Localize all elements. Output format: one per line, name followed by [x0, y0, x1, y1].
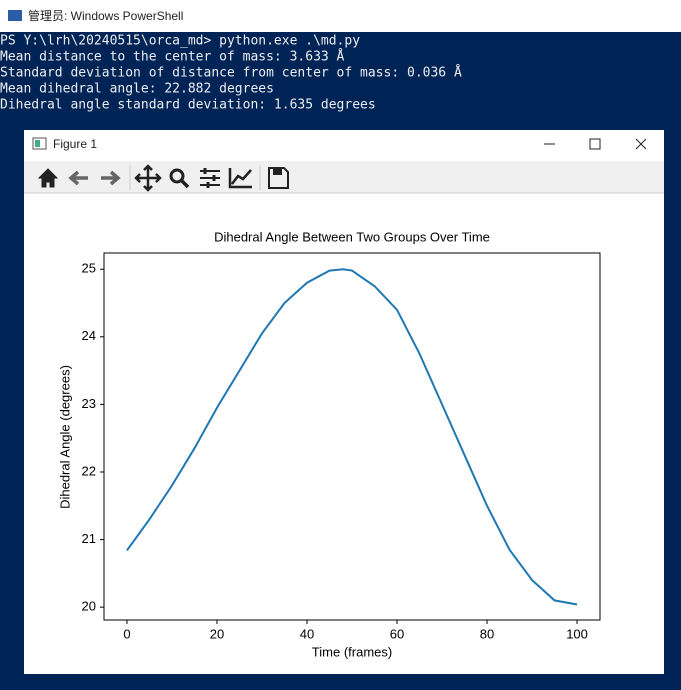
subplots-button[interactable] [200, 170, 220, 186]
figure-window [24, 130, 664, 674]
y-tick-label: 23 [82, 396, 96, 411]
toolbar [24, 161, 664, 193]
data-line [126, 268, 578, 606]
console-line: Mean dihedral angle: 22.882 degrees [0, 82, 274, 97]
powershell-icon [8, 10, 22, 21]
back-button[interactable] [68, 170, 88, 186]
pan-button[interactable] [134, 164, 162, 192]
y-tick-label: 24 [82, 328, 96, 343]
x-tick-label: 40 [300, 626, 314, 641]
zoom-button[interactable] [169, 168, 185, 184]
maximize-button[interactable] [589, 138, 601, 150]
console-line: Mean distance to the center of mass: 3.6… [0, 49, 345, 65]
window-title: 管理员: Windows PowerShell [28, 8, 183, 23]
chart-title: Dihedral Angle Between Two Groups Over T… [214, 229, 490, 244]
x-tick-label: 20 [210, 626, 224, 641]
y-tick-label: 20 [82, 599, 96, 614]
home-button[interactable] [37, 168, 59, 188]
y-tick-label: 21 [82, 531, 96, 546]
figure-icon-inner [35, 140, 40, 147]
x-tick-label: 100 [566, 626, 588, 641]
console-line: PS Y:\lrh\20240515\orca_md> python.exe .… [0, 34, 360, 49]
save-icon-part [273, 169, 282, 175]
y-tick-label: 22 [82, 463, 96, 478]
save-button[interactable] [268, 167, 289, 189]
forward-button[interactable] [101, 170, 121, 186]
subplots-sliders [203, 168, 216, 188]
zoom-handle [179, 178, 190, 189]
x-tick-label: 60 [390, 626, 404, 641]
axes-frame [103, 252, 601, 621]
console-line: Standard deviation of distance from cent… [0, 65, 462, 81]
x-tick-label: 0 [123, 626, 130, 641]
x-axis-label: Time (frames) [312, 644, 392, 659]
x-tick-label: 80 [480, 626, 494, 641]
console-line: Dihedral angle standard deviation: 1.635… [0, 98, 376, 113]
title-bar [0, 0, 681, 32]
y-tick-label: 25 [82, 261, 96, 276]
axes-button[interactable] [228, 168, 252, 189]
figure-title: Figure 1 [53, 137, 97, 151]
y-axis-label: Dihedral Angle (degrees) [57, 365, 72, 509]
close-button[interactable] [635, 138, 647, 150]
